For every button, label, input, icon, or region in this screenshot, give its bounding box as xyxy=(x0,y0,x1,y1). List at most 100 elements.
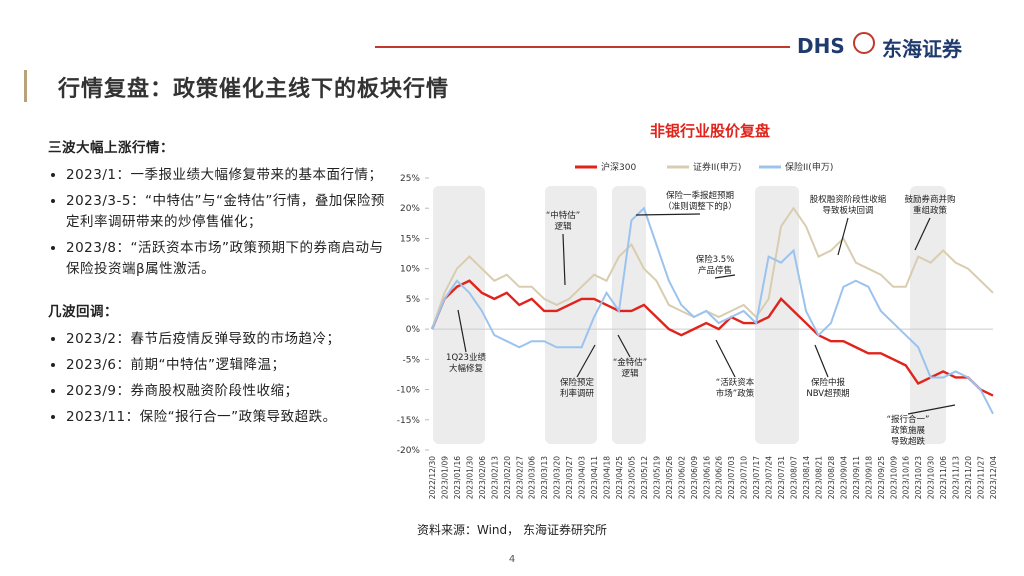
x-tick-label: 2023/08/07 xyxy=(790,456,799,499)
bullet: 2023/2：春节后疫情反弹导致的市场趋冷； xyxy=(66,329,393,350)
x-tick-label: 2023/01/09 xyxy=(440,456,449,499)
x-tick-label: 2023/04/25 xyxy=(615,456,624,499)
x-tick-label: 2023/08/14 xyxy=(802,456,811,499)
bullet: 2023/1：一季报业绩大幅修复带来的基本面行情； xyxy=(66,165,393,186)
annotation: 市场”政策 xyxy=(716,388,755,399)
annotation: “报行合一” xyxy=(887,414,930,425)
x-tick-label: 2023/04/03 xyxy=(578,456,587,499)
x-tick-label: 2023/05/26 xyxy=(665,456,674,499)
chart-title: 非银行业股价复盘 xyxy=(650,122,770,140)
x-tick-label: 2023/11/20 xyxy=(964,456,973,499)
bullet: 2023/9：券商股权融资阶段性收缩； xyxy=(66,381,393,402)
annotation: 股权融资阶段性收缩 xyxy=(810,194,887,205)
x-tick-label: 2023/11/27 xyxy=(977,456,986,499)
x-tick-label: 2023/05/05 xyxy=(627,456,636,499)
annotation: 导致超跌 xyxy=(891,436,926,447)
page-number: 4 xyxy=(509,554,515,565)
x-tick-label: 2023/10/16 xyxy=(902,456,911,499)
annotation-arrow xyxy=(457,309,467,353)
x-tick-label: 2023/02/27 xyxy=(515,456,524,499)
y-tick-label: -5% xyxy=(402,355,420,365)
bullet: 2023/3-5：“中特估”与“金特估”行情，叠加保险预定利率调研带来的炒停售催… xyxy=(66,191,393,233)
annotation-arrow xyxy=(837,217,849,256)
x-tick-label: 2023/01/30 xyxy=(465,456,474,499)
x-tick-label: 2023/10/09 xyxy=(889,456,898,499)
x-tick-label: 2023/05/19 xyxy=(652,456,661,499)
bullet: 2023/6：前期“中特估”逻辑降温； xyxy=(66,355,393,376)
annotation-arrow xyxy=(576,344,596,378)
x-tick-label: 2023/07/03 xyxy=(727,456,736,499)
annotation-arrow xyxy=(714,274,736,279)
y-tick-label: 20% xyxy=(400,204,420,214)
title-bar xyxy=(24,70,27,102)
period-band xyxy=(612,186,646,444)
heading: 三波大幅上涨行情： xyxy=(48,140,174,156)
annotation: “活跃资本 xyxy=(716,377,755,388)
series-line xyxy=(431,206,994,330)
x-tick-label: 2023/06/16 xyxy=(702,456,711,499)
annotation: 保险3.5% xyxy=(696,254,735,265)
logo-text: DHS xyxy=(797,34,845,58)
y-tick-label: 25% xyxy=(400,174,420,184)
y-tick-label: 0% xyxy=(406,325,421,335)
x-tick-label: 2023/04/11 xyxy=(590,456,599,499)
annotation: 导致板块回调 xyxy=(822,205,873,216)
y-tick-label: -15% xyxy=(397,416,421,426)
annotation: “中特估” xyxy=(546,210,580,221)
legend-label: 沪深300 xyxy=(601,161,636,173)
x-tick-label: 2023/07/31 xyxy=(777,456,786,499)
annotation-arrow xyxy=(914,217,931,251)
legend-label: 证券II(申万) xyxy=(693,161,741,173)
legend-label: 保险II(申万) xyxy=(785,161,833,173)
source: 资料来源：Wind， 东海证券研究所 xyxy=(417,522,607,537)
annotation: 产品停售 xyxy=(698,265,732,276)
heading: 几波回调： xyxy=(48,304,118,320)
x-tick-label: 2023/09/04 xyxy=(839,456,848,499)
annotation: 保险预定 xyxy=(560,377,595,388)
series-line xyxy=(431,206,994,415)
y-tick-label: 10% xyxy=(400,265,420,275)
x-tick-label: 2023/10/23 xyxy=(914,456,923,499)
y-tick-label: 5% xyxy=(406,295,421,305)
x-tick-label: 2023/12/04 xyxy=(989,456,998,499)
x-tick-label: 2023/08/28 xyxy=(827,456,836,499)
annotation: 利率调研 xyxy=(560,388,595,399)
annotation-arrow xyxy=(635,213,701,216)
x-tick-label: 2023/09/11 xyxy=(852,456,861,499)
annotation: （准则调整下的β） xyxy=(663,201,736,212)
x-tick-label: 2023/02/20 xyxy=(503,456,512,499)
annotation: 保险中报 xyxy=(811,377,846,388)
x-tick-label: 2023/03/06 xyxy=(528,456,537,499)
annotation: “金特估” xyxy=(613,357,647,368)
annotation: 逻辑 xyxy=(554,221,572,232)
left-text: 三波大幅上涨行情： 2023/1：一季报业绩大幅修复带来的基本面行情； 2023/… xyxy=(48,138,393,450)
x-tick-label: 2023/09/18 xyxy=(864,456,873,499)
bullet: 2023/11：保险“报行合一”政策导致超跌。 xyxy=(66,407,393,428)
x-tick-label: 2023/02/13 xyxy=(490,456,499,499)
bullet: 2023/8：“活跃资本市场”政策预期下的券商启动与保险投资端β属性激活。 xyxy=(66,238,393,280)
annotation: NBV超预期 xyxy=(806,388,849,399)
x-tick-label: 2023/08/21 xyxy=(814,456,823,499)
x-tick-label: 2023/03/27 xyxy=(565,456,574,499)
x-tick-label: 2023/06/26 xyxy=(715,456,724,499)
x-tick-label: 2023/03/13 xyxy=(540,456,549,499)
slide-title: 行情复盘：政策催化主线下的板块行情 xyxy=(58,77,450,102)
annotation-arrow xyxy=(617,334,631,358)
x-tick-label: 2023/06/09 xyxy=(690,456,699,499)
logo-icon xyxy=(853,32,875,54)
annotation: 政策施展 xyxy=(891,425,926,436)
x-tick-label: 2023/11/06 xyxy=(939,456,948,499)
x-tick-label: 2023/10/30 xyxy=(927,456,936,499)
annotation: 1Q23业绩 xyxy=(446,352,486,363)
annotation: 保险一季报超预期 xyxy=(666,190,734,201)
annotation: 逻辑 xyxy=(621,368,639,379)
annotation-arrow xyxy=(814,344,829,378)
y-tick-label: 15% xyxy=(400,234,420,244)
period-band xyxy=(755,186,799,444)
x-tick-label: 2022/12/30 xyxy=(428,456,437,499)
x-tick-label: 2023/06/02 xyxy=(677,456,686,499)
bullet-list: 2023/2：春节后疫情反弹导致的市场趋冷； 2023/6：前期“中特估”逻辑降温… xyxy=(48,329,393,428)
x-tick-label: 2023/07/17 xyxy=(752,456,761,499)
x-tick-label: 2023/05/12 xyxy=(640,456,649,499)
